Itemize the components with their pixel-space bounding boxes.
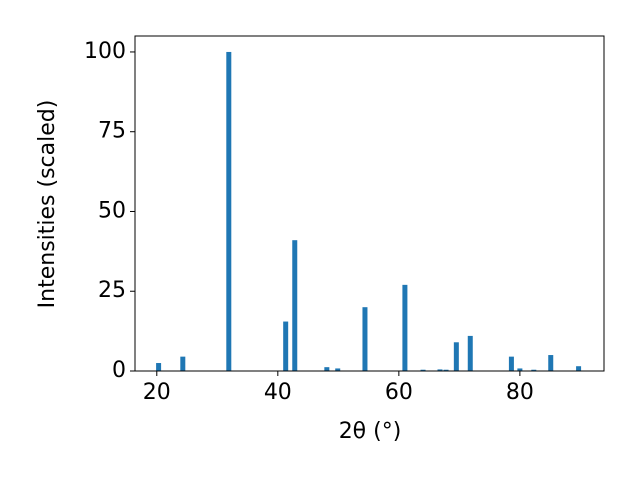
bar (402, 284, 408, 371)
y-tick-label: 100 (84, 39, 126, 64)
bar (180, 356, 186, 371)
axis-frame (134, 35, 605, 372)
bar (420, 369, 426, 371)
bar (437, 369, 443, 371)
x-tick-label: 80 (506, 380, 534, 405)
bar (576, 366, 582, 371)
bar (292, 240, 298, 371)
x-axis-label: 2θ (°) (339, 419, 402, 444)
bar (335, 368, 341, 371)
bar (453, 342, 459, 371)
bar (156, 363, 162, 371)
bar (531, 369, 537, 371)
bar (508, 356, 514, 371)
y-tick-label: 25 (98, 278, 126, 303)
x-tick-label: 40 (264, 380, 292, 405)
bar (283, 321, 289, 371)
bar (467, 335, 473, 371)
bar (226, 51, 232, 371)
bar (443, 369, 449, 371)
bar (324, 367, 330, 371)
y-tick-label: 75 (98, 119, 126, 144)
y-tick-label: 0 (112, 358, 126, 383)
y-axis-label: Intensities (scaled) (35, 100, 60, 309)
bar (548, 355, 554, 371)
x-tick-label: 20 (143, 380, 171, 405)
x-tick-label: 60 (385, 380, 413, 405)
y-tick-label: 50 (98, 198, 126, 223)
bar (362, 307, 368, 371)
bar (517, 368, 523, 371)
